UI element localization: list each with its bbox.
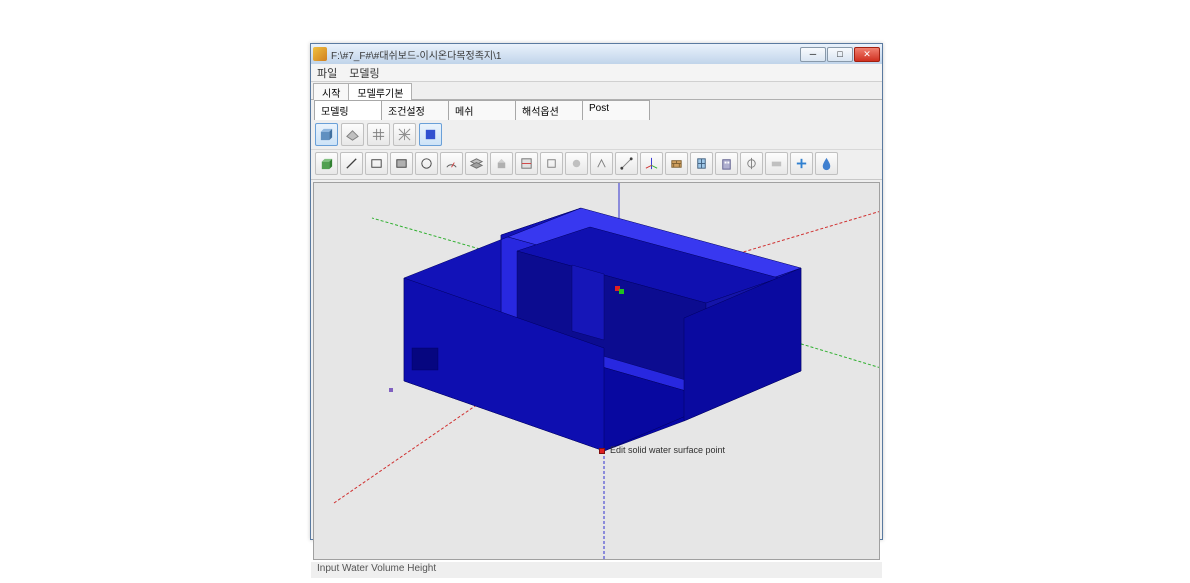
status-text: Input Water Volume Height (317, 563, 436, 574)
menubar: 파일 모델링 (311, 64, 882, 82)
grid-icon[interactable] (367, 123, 390, 146)
titlebar[interactable]: F:\#7_F#\#대쉬보드-이시온다목정족지\1 ─ □ ✕ (311, 44, 882, 64)
rectfill-icon[interactable] (390, 152, 413, 175)
solid-icon[interactable] (315, 152, 338, 175)
circle-icon[interactable] (415, 152, 438, 175)
sub-tabstrip: 모델링 조건설정 메쉬 해석옵션 Post (311, 100, 882, 120)
app-icon (313, 47, 327, 61)
menu-modeling[interactable]: 모델링 (349, 65, 379, 81)
section-icon[interactable] (515, 152, 538, 175)
menu-file[interactable]: 파일 (317, 65, 337, 81)
measure-icon[interactable] (615, 152, 638, 175)
water-icon[interactable] (815, 152, 838, 175)
add-icon[interactable] (790, 152, 813, 175)
tool1-icon[interactable] (540, 152, 563, 175)
subtab-modeling[interactable]: 모델링 (314, 100, 382, 120)
box-blue-icon[interactable] (419, 123, 442, 146)
wall-icon[interactable] (665, 152, 688, 175)
app-window: F:\#7_F#\#대쉬보드-이시온다목정족지\1 ─ □ ✕ 파일 모델링 시… (310, 43, 883, 540)
cube-icon[interactable] (315, 123, 338, 146)
model-solid (404, 208, 801, 560)
surface-point-label: Edit solid water surface point (610, 445, 725, 455)
status-bar: Input Water Volume Height (311, 562, 882, 578)
extrude-icon[interactable] (490, 152, 513, 175)
viewport-3d[interactable]: Edit solid water surface point (313, 182, 880, 560)
subtab-analysis[interactable]: 해석옵션 (515, 100, 583, 120)
maximize-button[interactable]: □ (827, 47, 853, 62)
tool3-icon[interactable] (590, 152, 613, 175)
tool4-icon[interactable] (740, 152, 763, 175)
tool2-icon[interactable] (565, 152, 588, 175)
subtab-mesh[interactable]: 메쉬 (448, 100, 516, 120)
origin-marker (615, 286, 623, 294)
close-button[interactable]: ✕ (854, 47, 880, 62)
window-icon[interactable] (690, 152, 713, 175)
subtab-post[interactable]: Post (582, 100, 650, 120)
building-icon[interactable] (715, 152, 738, 175)
subtab-conditions[interactable]: 조건설정 (381, 100, 449, 120)
line-icon[interactable] (340, 152, 363, 175)
axis-icon[interactable] (640, 152, 663, 175)
layer-icon[interactable] (465, 152, 488, 175)
gauge-icon[interactable] (440, 152, 463, 175)
toolbar-secondary (311, 150, 882, 180)
window-controls: ─ □ ✕ (800, 47, 880, 62)
rect-icon[interactable] (365, 152, 388, 175)
surface-icon[interactable] (341, 123, 364, 146)
mesh-icon[interactable] (393, 123, 416, 146)
tool5-icon[interactable] (765, 152, 788, 175)
surface-point[interactable] (599, 448, 605, 454)
tab-start[interactable]: 시작 (313, 83, 349, 100)
axis-x-pos (334, 393, 494, 503)
tab-model-basic[interactable]: 모델루기본 (348, 83, 412, 100)
window-title: F:\#7_F#\#대쉬보드-이시온다목정족지\1 (331, 47, 800, 62)
toolbar-primary (311, 120, 882, 150)
top-tabstrip: 시작 모델루기본 (311, 82, 882, 100)
minimize-button[interactable]: ─ (800, 47, 826, 62)
purple-point (389, 388, 393, 392)
